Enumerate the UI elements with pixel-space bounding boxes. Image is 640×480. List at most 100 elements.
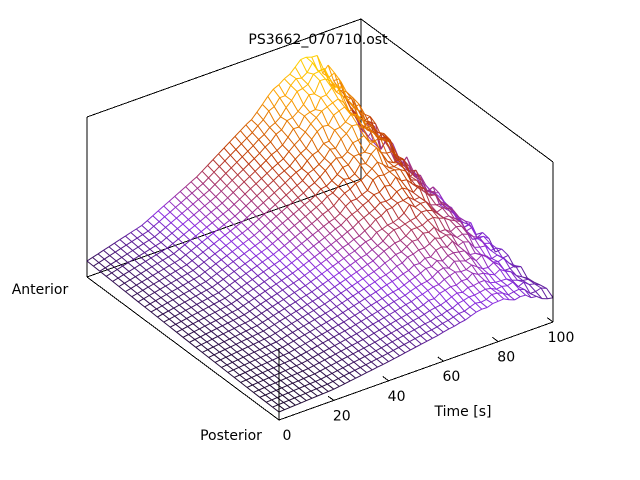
mesh-segment: [253, 298, 261, 305]
mesh-segment: [284, 251, 292, 257]
mesh-segment: [404, 290, 411, 296]
mesh-segment: [348, 106, 355, 112]
mesh-segment: [457, 303, 465, 312]
mesh-segment: [324, 148, 331, 159]
mesh-segment: [218, 341, 225, 345]
mesh-segment: [210, 207, 218, 213]
x-tick: [272, 415, 280, 421]
mesh-segment: [250, 316, 257, 321]
mesh-segment: [354, 173, 362, 181]
mesh-segment: [337, 186, 345, 194]
mesh-segment: [308, 94, 316, 110]
mesh-segment: [295, 78, 304, 89]
mesh-segment: [349, 377, 356, 382]
mesh-segment: [194, 287, 202, 294]
mesh-segment: [340, 138, 348, 153]
mesh-segment: [288, 151, 296, 160]
mesh-segment: [179, 186, 186, 192]
mesh-segment: [103, 249, 111, 256]
mesh-segment: [287, 282, 294, 287]
mesh-segment: [219, 239, 227, 246]
mesh-segment: [372, 255, 379, 262]
mesh-segment: [233, 204, 241, 212]
mesh-segment: [272, 306, 280, 313]
mesh-segment: [341, 356, 348, 360]
mesh-segment: [187, 273, 195, 280]
mesh-segment: [285, 367, 292, 372]
mesh-segment: [402, 187, 408, 190]
mesh-segment: [381, 224, 388, 230]
mesh-segment: [267, 318, 275, 325]
mesh-segment: [311, 218, 318, 224]
mesh-segment: [252, 275, 259, 280]
mesh-segment: [245, 327, 252, 332]
mesh-segment: [251, 265, 258, 271]
mesh-segment: [178, 293, 185, 298]
mesh-segment: [168, 307, 175, 312]
mesh-segment: [272, 238, 279, 244]
mesh-segment: [234, 280, 242, 288]
mesh-segment: [334, 345, 342, 352]
mesh-segment: [286, 335, 294, 342]
mesh-segment: [436, 207, 443, 213]
mesh-segment: [342, 367, 350, 374]
mesh-segment: [367, 260, 374, 265]
mesh-segment: [336, 359, 343, 363]
mesh-segment: [334, 218, 342, 226]
mesh-segment: [455, 284, 463, 293]
mesh-segment: [224, 160, 232, 169]
mesh-segment: [475, 301, 481, 304]
mesh-segment: [167, 256, 176, 263]
mesh-segment: [337, 312, 344, 317]
mesh-segment: [147, 225, 155, 232]
mesh-segment: [250, 183, 257, 190]
mesh-segment: [392, 222, 400, 228]
mesh-segment: [232, 261, 240, 268]
mesh-segment: [149, 300, 156, 305]
mesh-segment: [362, 204, 370, 214]
mesh-segment: [465, 227, 472, 232]
mesh-segment: [301, 359, 308, 364]
mesh-segment: [266, 247, 274, 255]
mesh-segment: [264, 336, 271, 340]
mesh-segment: [329, 356, 337, 363]
mesh-segment: [243, 181, 251, 190]
mesh-segment: [456, 237, 464, 243]
mesh-segment: [221, 317, 229, 324]
mesh-segment: [136, 293, 145, 300]
mesh-segment: [336, 86, 345, 103]
mesh-segment: [419, 257, 426, 264]
mesh-segment: [414, 272, 421, 278]
mesh-segment: [529, 293, 537, 297]
mesh-segment: [436, 322, 443, 328]
mesh-segment: [405, 301, 412, 306]
mesh-segment: [213, 171, 221, 180]
mesh-segment: [272, 302, 279, 307]
mesh-segment: [256, 111, 264, 121]
mesh-segment: [434, 194, 442, 204]
mesh-segment: [444, 289, 452, 298]
mesh-segment: [375, 287, 382, 293]
mesh-segment: [269, 209, 277, 217]
mesh-segment: [292, 328, 299, 333]
mesh-segment: [193, 275, 200, 280]
mesh-segment: [207, 237, 215, 245]
mesh-segment: [343, 254, 350, 259]
mesh-segment: [418, 247, 425, 251]
mesh-segment: [237, 305, 244, 310]
mesh-segment: [304, 131, 313, 140]
mesh-segment: [378, 250, 385, 257]
mesh-segment: [444, 275, 451, 280]
mesh-segment: [321, 273, 329, 281]
mesh-segment: [393, 301, 401, 309]
mesh-segment: [216, 328, 224, 335]
mesh-segment: [353, 305, 361, 313]
mesh-segment: [420, 203, 428, 211]
mesh-segment: [255, 178, 262, 185]
mesh-segment: [345, 279, 353, 287]
mesh-segment: [407, 323, 415, 331]
mesh-segment: [387, 294, 395, 302]
mesh-segment: [284, 256, 293, 264]
mesh-segment: [240, 277, 248, 284]
mesh-segment: [391, 207, 400, 219]
